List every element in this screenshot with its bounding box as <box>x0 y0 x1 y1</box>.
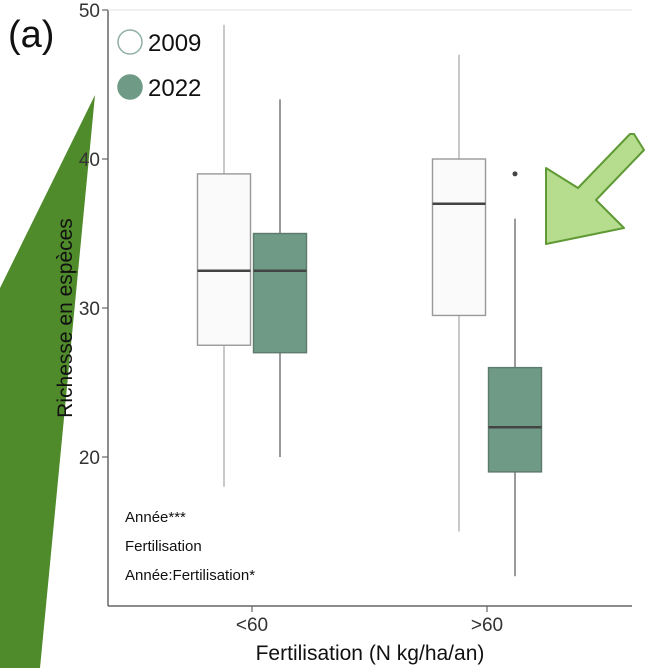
y-axis-label: Richesse en espèces <box>54 218 77 418</box>
legend-label: 2009 <box>148 30 201 57</box>
box <box>431 158 487 317</box>
annotation-text: Année*** <box>125 509 186 526</box>
y-tick-label: 20 <box>79 448 100 469</box>
x-tick-label: <60 <box>236 615 268 636</box>
y-tick-label: 40 <box>79 150 100 171</box>
x-tick-label: >60 <box>471 615 503 636</box>
outlier-point <box>512 171 518 177</box>
box <box>487 366 543 473</box>
axes-layer: 20 30 40 50 <60 >60 Fertilisation (N kg/ha/an)… <box>54 1 632 665</box>
legend: 2009 2022 <box>117 29 201 102</box>
legend-marker <box>117 29 143 55</box>
arrow-annotation <box>545 133 645 245</box>
box <box>196 173 252 346</box>
y-tick-label: 30 <box>79 299 100 320</box>
left-green-stripe <box>0 95 95 668</box>
annotations: Année*** Fertilisation Année:Fertilisation… <box>125 509 255 584</box>
annotation-text: Année:Fertilisation* <box>125 567 255 584</box>
box <box>252 232 308 354</box>
panel-label: (a) <box>8 14 55 56</box>
annotation-text: Fertilisation <box>125 538 202 555</box>
y-tick-label: 50 <box>79 1 100 22</box>
boxes-layer <box>196 24 543 577</box>
legend-marker <box>117 74 143 100</box>
x-axis-label: Fertilisation (N kg/ha/an) <box>256 642 485 665</box>
legend-label: 2022 <box>148 75 201 102</box>
decor-layer <box>0 95 645 668</box>
